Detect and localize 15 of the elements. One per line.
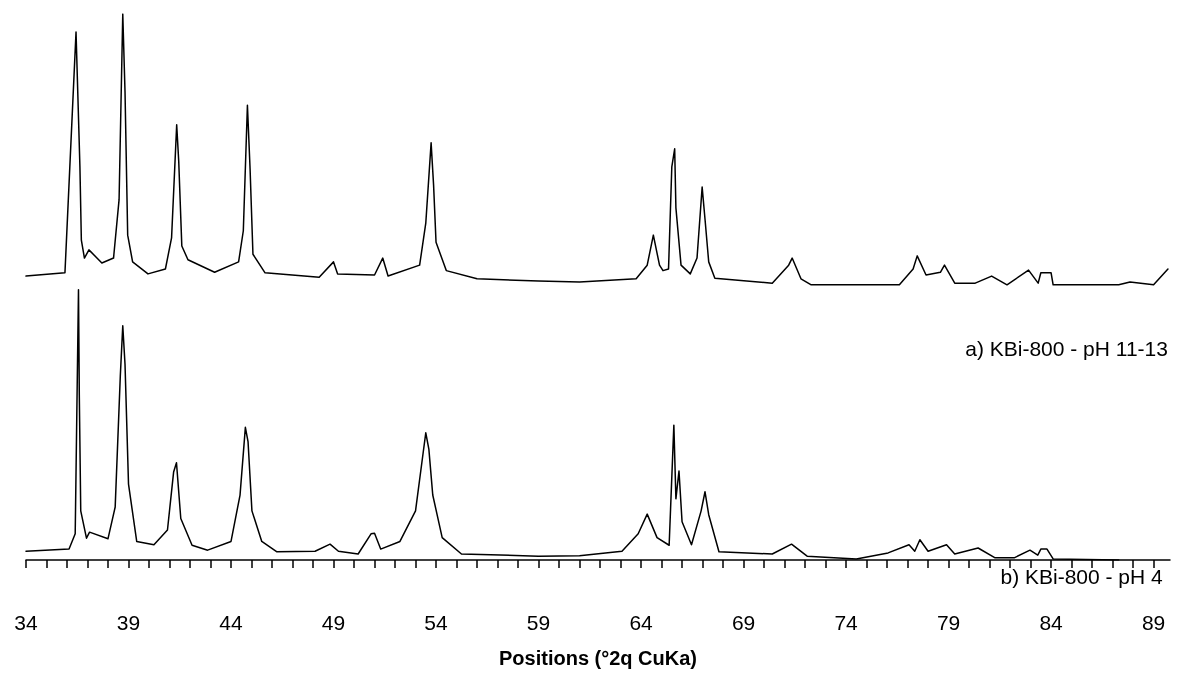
x-tick-label: 54	[424, 611, 449, 634]
x-tick-label: 69	[731, 611, 756, 634]
x-tick-label: 84	[1039, 611, 1064, 634]
x-tick-label: 79	[936, 611, 961, 634]
x-tick-label: 39	[116, 611, 141, 634]
x-tick-label: 49	[321, 611, 346, 634]
x-axis-title: Positions (°2q CuKa)	[498, 647, 698, 669]
x-tick-label: 34	[14, 611, 38, 634]
x-tick-label: 89	[1141, 611, 1166, 634]
x-tick-label: 59	[526, 611, 551, 634]
x-tick-label: 74	[834, 611, 859, 634]
text: a) KBi-800 - pH 11-13	[965, 337, 1168, 361]
series-label: b) KBi-800 - pH 4	[1000, 564, 1164, 588]
x-tick-label: 44	[219, 611, 244, 634]
x-tick-label: 64	[629, 611, 654, 634]
